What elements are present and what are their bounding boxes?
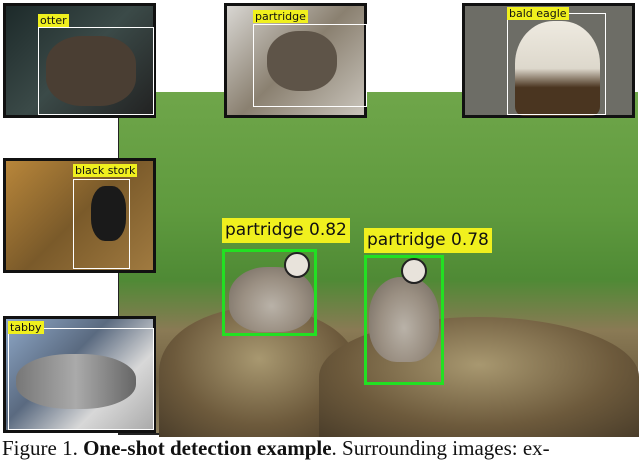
- thumbnail-label: partridge: [253, 10, 308, 23]
- thumbnail-black-stork: black stork: [3, 158, 156, 273]
- partridge-bird: [369, 277, 439, 362]
- thumbnail-bald-eagle: bald eagle: [462, 3, 635, 118]
- ground-truth-box: [8, 328, 154, 430]
- partridge-head: [284, 252, 310, 278]
- ground-truth-box: [38, 27, 154, 115]
- detection-label: partridge 0.82: [222, 218, 350, 243]
- thumbnail-label: tabby: [8, 321, 44, 334]
- caption-title: One-shot detection example: [83, 436, 332, 460]
- thumbnail-label: black stork: [73, 164, 138, 177]
- thumbnail-label: otter: [38, 14, 69, 27]
- figure-caption: Figure 1. One-shot detection example. Su…: [2, 436, 550, 461]
- otter-shape: [46, 36, 136, 106]
- caption-text: . Surrounding images: ex-: [331, 436, 550, 460]
- thumbnail-tabby: tabby: [3, 316, 156, 433]
- eagle-shape: [515, 21, 600, 116]
- detection-label: partridge 0.78: [364, 228, 492, 253]
- ground-truth-box: [507, 13, 606, 115]
- main-detection-image: [118, 92, 639, 437]
- detection-box: [364, 255, 444, 385]
- thumbnail-partridge: partridge: [224, 3, 367, 118]
- partridge-bird: [229, 267, 314, 332]
- cat-shape: [16, 354, 136, 409]
- partridge-head: [401, 258, 427, 284]
- caption-prefix: Figure 1.: [2, 436, 84, 460]
- partridge-shape: [267, 31, 337, 91]
- thumbnail-otter: otter: [3, 3, 156, 118]
- thumbnail-label: bald eagle: [507, 7, 569, 20]
- stork-shape: [91, 186, 126, 241]
- detection-box: [222, 249, 317, 336]
- ground-truth-box: [253, 24, 367, 107]
- ground-truth-box: [73, 179, 130, 269]
